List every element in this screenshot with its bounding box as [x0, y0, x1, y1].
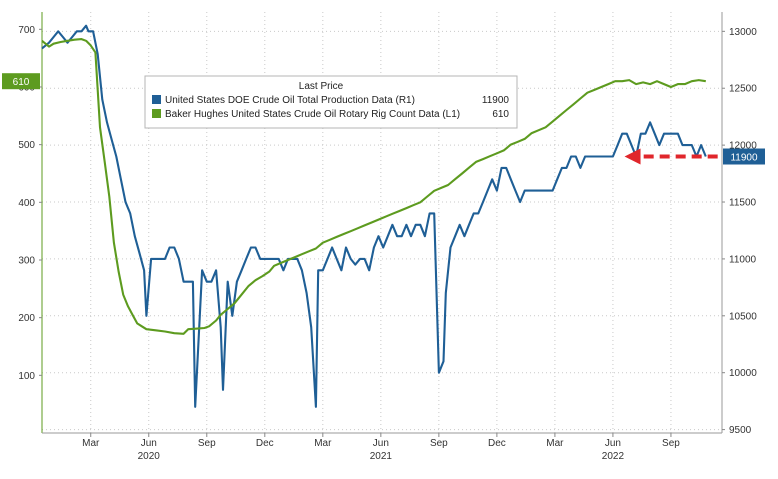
x-tick-label: Jun: [141, 438, 157, 449]
x-tick-label: Jun: [373, 438, 389, 449]
left-tick-label: 700: [18, 25, 35, 36]
legend-swatch: [152, 95, 161, 104]
right-last-value-label: 11900: [730, 153, 758, 164]
right-tick-label: 12000: [729, 141, 757, 152]
left-tick-label: 500: [18, 140, 35, 151]
production-line: [41, 24, 707, 408]
right-tick-label: 11000: [729, 254, 757, 265]
left-tick-label: 300: [18, 255, 35, 266]
x-year-label: 2022: [602, 451, 625, 462]
left-tick-label: 200: [18, 313, 35, 324]
legend-value: 11900: [482, 95, 510, 106]
x-tick-label: Mar: [82, 438, 100, 449]
annotation-arrowhead: [624, 148, 641, 165]
right-tick-label: 11500: [729, 198, 757, 209]
legend-value: 610: [492, 109, 509, 120]
series-lines: [41, 24, 707, 408]
x-tick-label: Dec: [256, 438, 274, 449]
x-year-label: 2020: [138, 451, 161, 462]
x-tick-label: Jun: [605, 438, 621, 449]
rig-count-line: [41, 38, 706, 335]
x-tick-label: Mar: [546, 438, 564, 449]
x-tick-label: Sep: [198, 438, 216, 449]
legend: Last Price United States DOE Crude Oil To…: [144, 75, 518, 129]
right-tick-label: 9500: [729, 425, 752, 436]
legend-swatch: [152, 109, 161, 118]
left-last-value-badge: [2, 73, 40, 90]
right-tick-label: 10500: [729, 311, 757, 322]
left-tick-label: 100: [18, 371, 35, 382]
right-last-value-badge: [723, 148, 765, 165]
x-tick-label: Sep: [662, 438, 680, 449]
legend-label: United States DOE Crude Oil Total Produc…: [165, 95, 415, 106]
right-tick-label: 12500: [729, 84, 757, 95]
left-last-value-label: 610: [13, 77, 30, 88]
right-tick-label: 13000: [729, 27, 757, 38]
legend-label: Baker Hughes United States Crude Oil Rot…: [165, 109, 460, 120]
right-tick-label: 10000: [729, 368, 757, 379]
legend-title: Last Price: [299, 81, 344, 92]
left-tick-label: 400: [18, 198, 35, 209]
x-year-label: 2021: [370, 451, 393, 462]
annotation: [624, 148, 718, 165]
axes: 1002003004005006007009500100001050011000…: [2, 12, 765, 462]
x-tick-label: Mar: [314, 438, 332, 449]
legend-box: [144, 75, 518, 129]
x-tick-label: Dec: [488, 438, 506, 449]
x-tick-label: Sep: [430, 438, 448, 449]
grid: [42, 12, 722, 433]
